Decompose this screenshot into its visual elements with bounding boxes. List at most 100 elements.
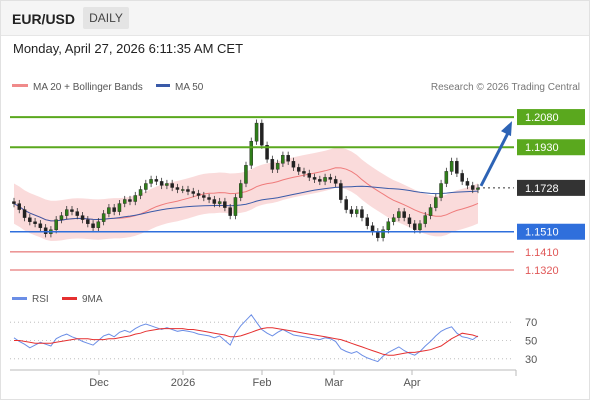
rsi-ma-line: [14, 327, 479, 356]
price-candle: [391, 217, 396, 222]
current-price-label: 1.1728: [525, 183, 559, 195]
price-candle: [117, 203, 122, 212]
price-candle: [91, 223, 95, 228]
price-candle: [196, 193, 201, 196]
price-candle: [217, 201, 222, 204]
price-candle: [107, 207, 111, 214]
price-candle: [80, 215, 85, 220]
price-candle: [423, 215, 428, 224]
price-candle: [365, 217, 370, 226]
price-candle: [238, 183, 243, 198]
price-candle: [223, 201, 227, 208]
rsi-ma-legend-label: 9MA: [82, 294, 103, 305]
price-candle: [260, 122, 264, 146]
resistance-level-badge: [517, 109, 585, 126]
price-candle: [138, 189, 143, 196]
price-candle: [202, 195, 206, 198]
support-level-label: 1.1510: [525, 227, 559, 239]
rsi-tick-label: 50: [525, 336, 537, 348]
rsi-line: [13, 314, 479, 363]
price-candle: [101, 213, 106, 222]
price-candle: [349, 209, 354, 214]
price-candle: [233, 197, 238, 216]
price-candle: [402, 211, 406, 218]
ma50-legend-label: MA 50: [175, 82, 204, 93]
x-tick-label: Feb: [253, 377, 272, 389]
price-candle: [270, 159, 275, 170]
price-candle: [54, 219, 58, 230]
resistance-level-label: 1.2080: [525, 112, 559, 124]
ma50-line: [13, 185, 479, 222]
price-candle: [460, 173, 464, 182]
price-candle: [43, 227, 48, 234]
price-candle: [381, 229, 385, 238]
price-candle: [407, 217, 412, 224]
price-candle: [449, 161, 454, 172]
period-tab[interactable]: DAILY: [83, 7, 129, 29]
price-candle: [376, 231, 380, 238]
price-candle: [254, 122, 259, 142]
level-lines: 1.2080 1.1930 1.1728 1.1510 1.1410 1.1320: [10, 109, 585, 277]
price-candle: [476, 187, 480, 190]
price-candle: [360, 209, 364, 218]
price-candle: [455, 161, 459, 174]
support-level-label: 1.1320: [525, 265, 559, 277]
price-candle: [12, 201, 16, 204]
price-candle: [96, 221, 101, 228]
price-candle: [64, 209, 69, 216]
price-candle: [297, 167, 301, 172]
price-candle: [180, 189, 185, 191]
price-candle: [386, 221, 391, 230]
price-candle: [307, 173, 312, 178]
price-candle: [212, 199, 217, 204]
credit-text: Research © 2026 Trading Central: [431, 82, 580, 93]
current-price-badge: [517, 179, 585, 196]
price-candle: [328, 177, 333, 180]
price-candle: [186, 189, 190, 192]
price-candle: [133, 195, 137, 202]
bb-legend-label: MA 20 + Bollinger Bands: [33, 82, 143, 93]
price-candle: [22, 209, 27, 218]
price-candle: [149, 179, 153, 184]
price-candle: [312, 177, 317, 180]
price-candle: [207, 197, 211, 200]
price-candle: [302, 171, 306, 174]
price-candle: [413, 223, 417, 230]
price-candle: [418, 223, 422, 230]
rsi-legend-label: RSI: [32, 294, 49, 305]
price-candle: [318, 179, 322, 182]
chart-datetime: Monday, April 27, 2026 6:11:35 AM CET: [13, 41, 244, 56]
price-plot: [12, 119, 480, 242]
price-candle: [70, 209, 74, 212]
price-candle: [249, 140, 253, 166]
price-candle: [439, 183, 443, 198]
price-candle: [291, 161, 296, 168]
price-candle: [444, 171, 449, 184]
price-candle: [175, 187, 180, 190]
price-candle: [465, 181, 470, 186]
price-candle: [144, 183, 148, 190]
price-candle: [286, 155, 290, 162]
price-candle: [128, 199, 132, 202]
price-candle: [170, 183, 174, 188]
support-level-label: 1.1410: [525, 247, 559, 259]
price-candle: [471, 185, 475, 190]
x-tick-label: 2026: [171, 377, 195, 389]
price-candle: [339, 183, 343, 200]
price-candle: [75, 211, 79, 216]
price-candle: [344, 199, 348, 210]
x-tick-label: Mar: [325, 377, 344, 389]
bb-legend-swatch: [12, 84, 28, 87]
price-candle: [281, 155, 285, 164]
price-candle: [154, 179, 159, 182]
price-candle: [122, 199, 127, 204]
ma50-legend-swatch: [156, 84, 170, 87]
price-candle: [33, 221, 37, 224]
price-candle: [275, 163, 280, 170]
resistance-level-badge: [517, 139, 585, 156]
price-candle: [86, 219, 90, 224]
price-candle: [165, 183, 169, 186]
price-candle: [333, 179, 338, 184]
price-candle: [244, 165, 248, 184]
